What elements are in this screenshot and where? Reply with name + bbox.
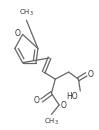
Text: CH$_3$: CH$_3$ [19,8,34,18]
Text: CH$_3$: CH$_3$ [44,117,59,127]
Text: O: O [34,96,40,105]
Text: HO: HO [67,92,78,101]
Text: O: O [61,101,66,110]
Text: O: O [14,29,20,38]
Text: O: O [88,70,94,79]
